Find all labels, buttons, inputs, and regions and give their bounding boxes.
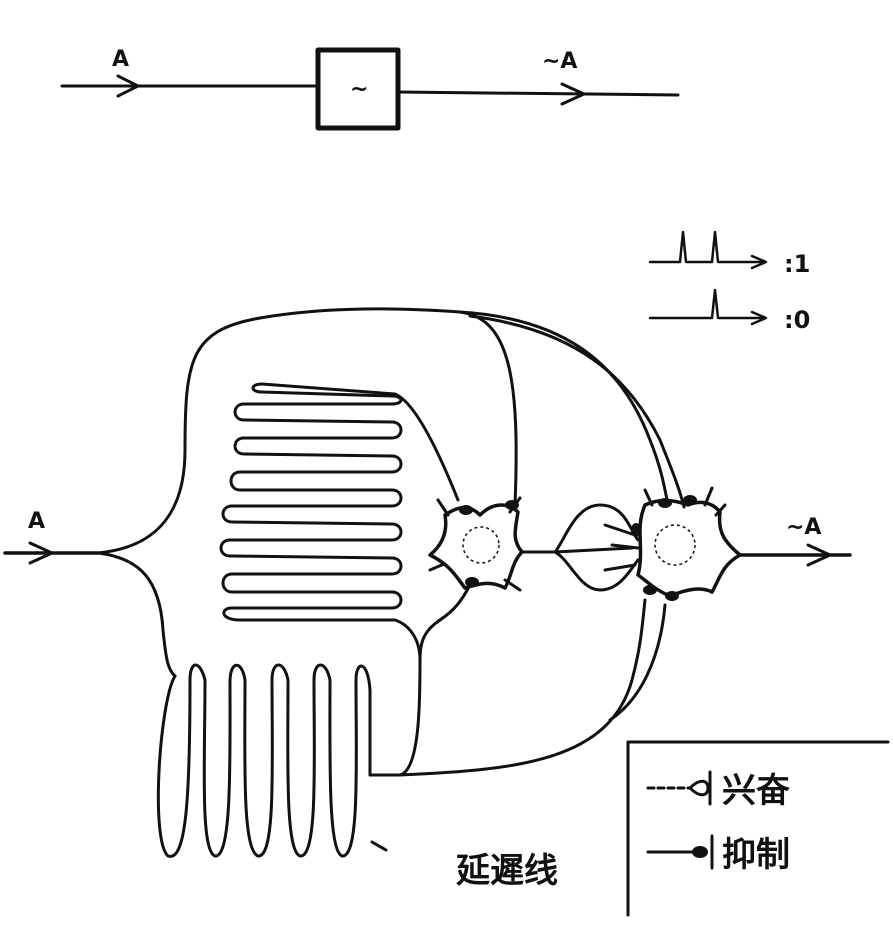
excite-synapse-icon xyxy=(646,770,712,806)
output-arrowhead xyxy=(560,82,586,106)
neuron-1-nucleus xyxy=(462,526,500,564)
neural-circuit: A xyxy=(3,307,852,891)
coil-pointer xyxy=(370,840,388,852)
delay-line-horizontal xyxy=(219,382,460,622)
neuron-2 xyxy=(631,486,742,601)
input-arrowhead xyxy=(116,74,140,98)
legend-inhibit-label: 抑制 xyxy=(722,835,790,875)
pulse-one-label: :1 xyxy=(784,250,810,278)
circuit-output-arrowhead xyxy=(806,543,832,567)
circuit-output-label: ~A xyxy=(786,515,821,540)
pulse-zero-label: :0 xyxy=(784,306,810,334)
neuron-1 xyxy=(428,496,524,592)
double-pulse-icon xyxy=(648,230,767,264)
synapse-legend: 兴奋 抑制 xyxy=(626,740,890,917)
not-gate-box xyxy=(315,47,401,131)
lower-input-fiber xyxy=(96,551,177,678)
lower-return-fiber-1 xyxy=(438,583,472,622)
legend-excite-label: 兴奋 xyxy=(722,771,790,811)
top-bypass-fiber xyxy=(96,307,518,555)
circuit-input-label: A xyxy=(28,509,45,534)
single-pulse-icon xyxy=(648,288,767,320)
not-gate-schematic: A ~ ~A xyxy=(60,47,680,131)
not-gate-symbol: ~ xyxy=(350,77,368,102)
delay-line-label: 延遲线 xyxy=(456,851,558,891)
circuit-input-arrowhead xyxy=(28,541,54,565)
axon-link xyxy=(520,503,640,592)
inhibit-synapse-icon xyxy=(646,834,714,870)
pulse-key: :1 :0 xyxy=(648,230,810,334)
delay-line-coil xyxy=(156,618,442,858)
neuron-2-nucleus xyxy=(654,524,696,566)
top-output-label: ~A xyxy=(542,49,577,74)
lower-return-fiber-2 xyxy=(398,598,647,777)
top-input-label: A xyxy=(112,47,129,72)
